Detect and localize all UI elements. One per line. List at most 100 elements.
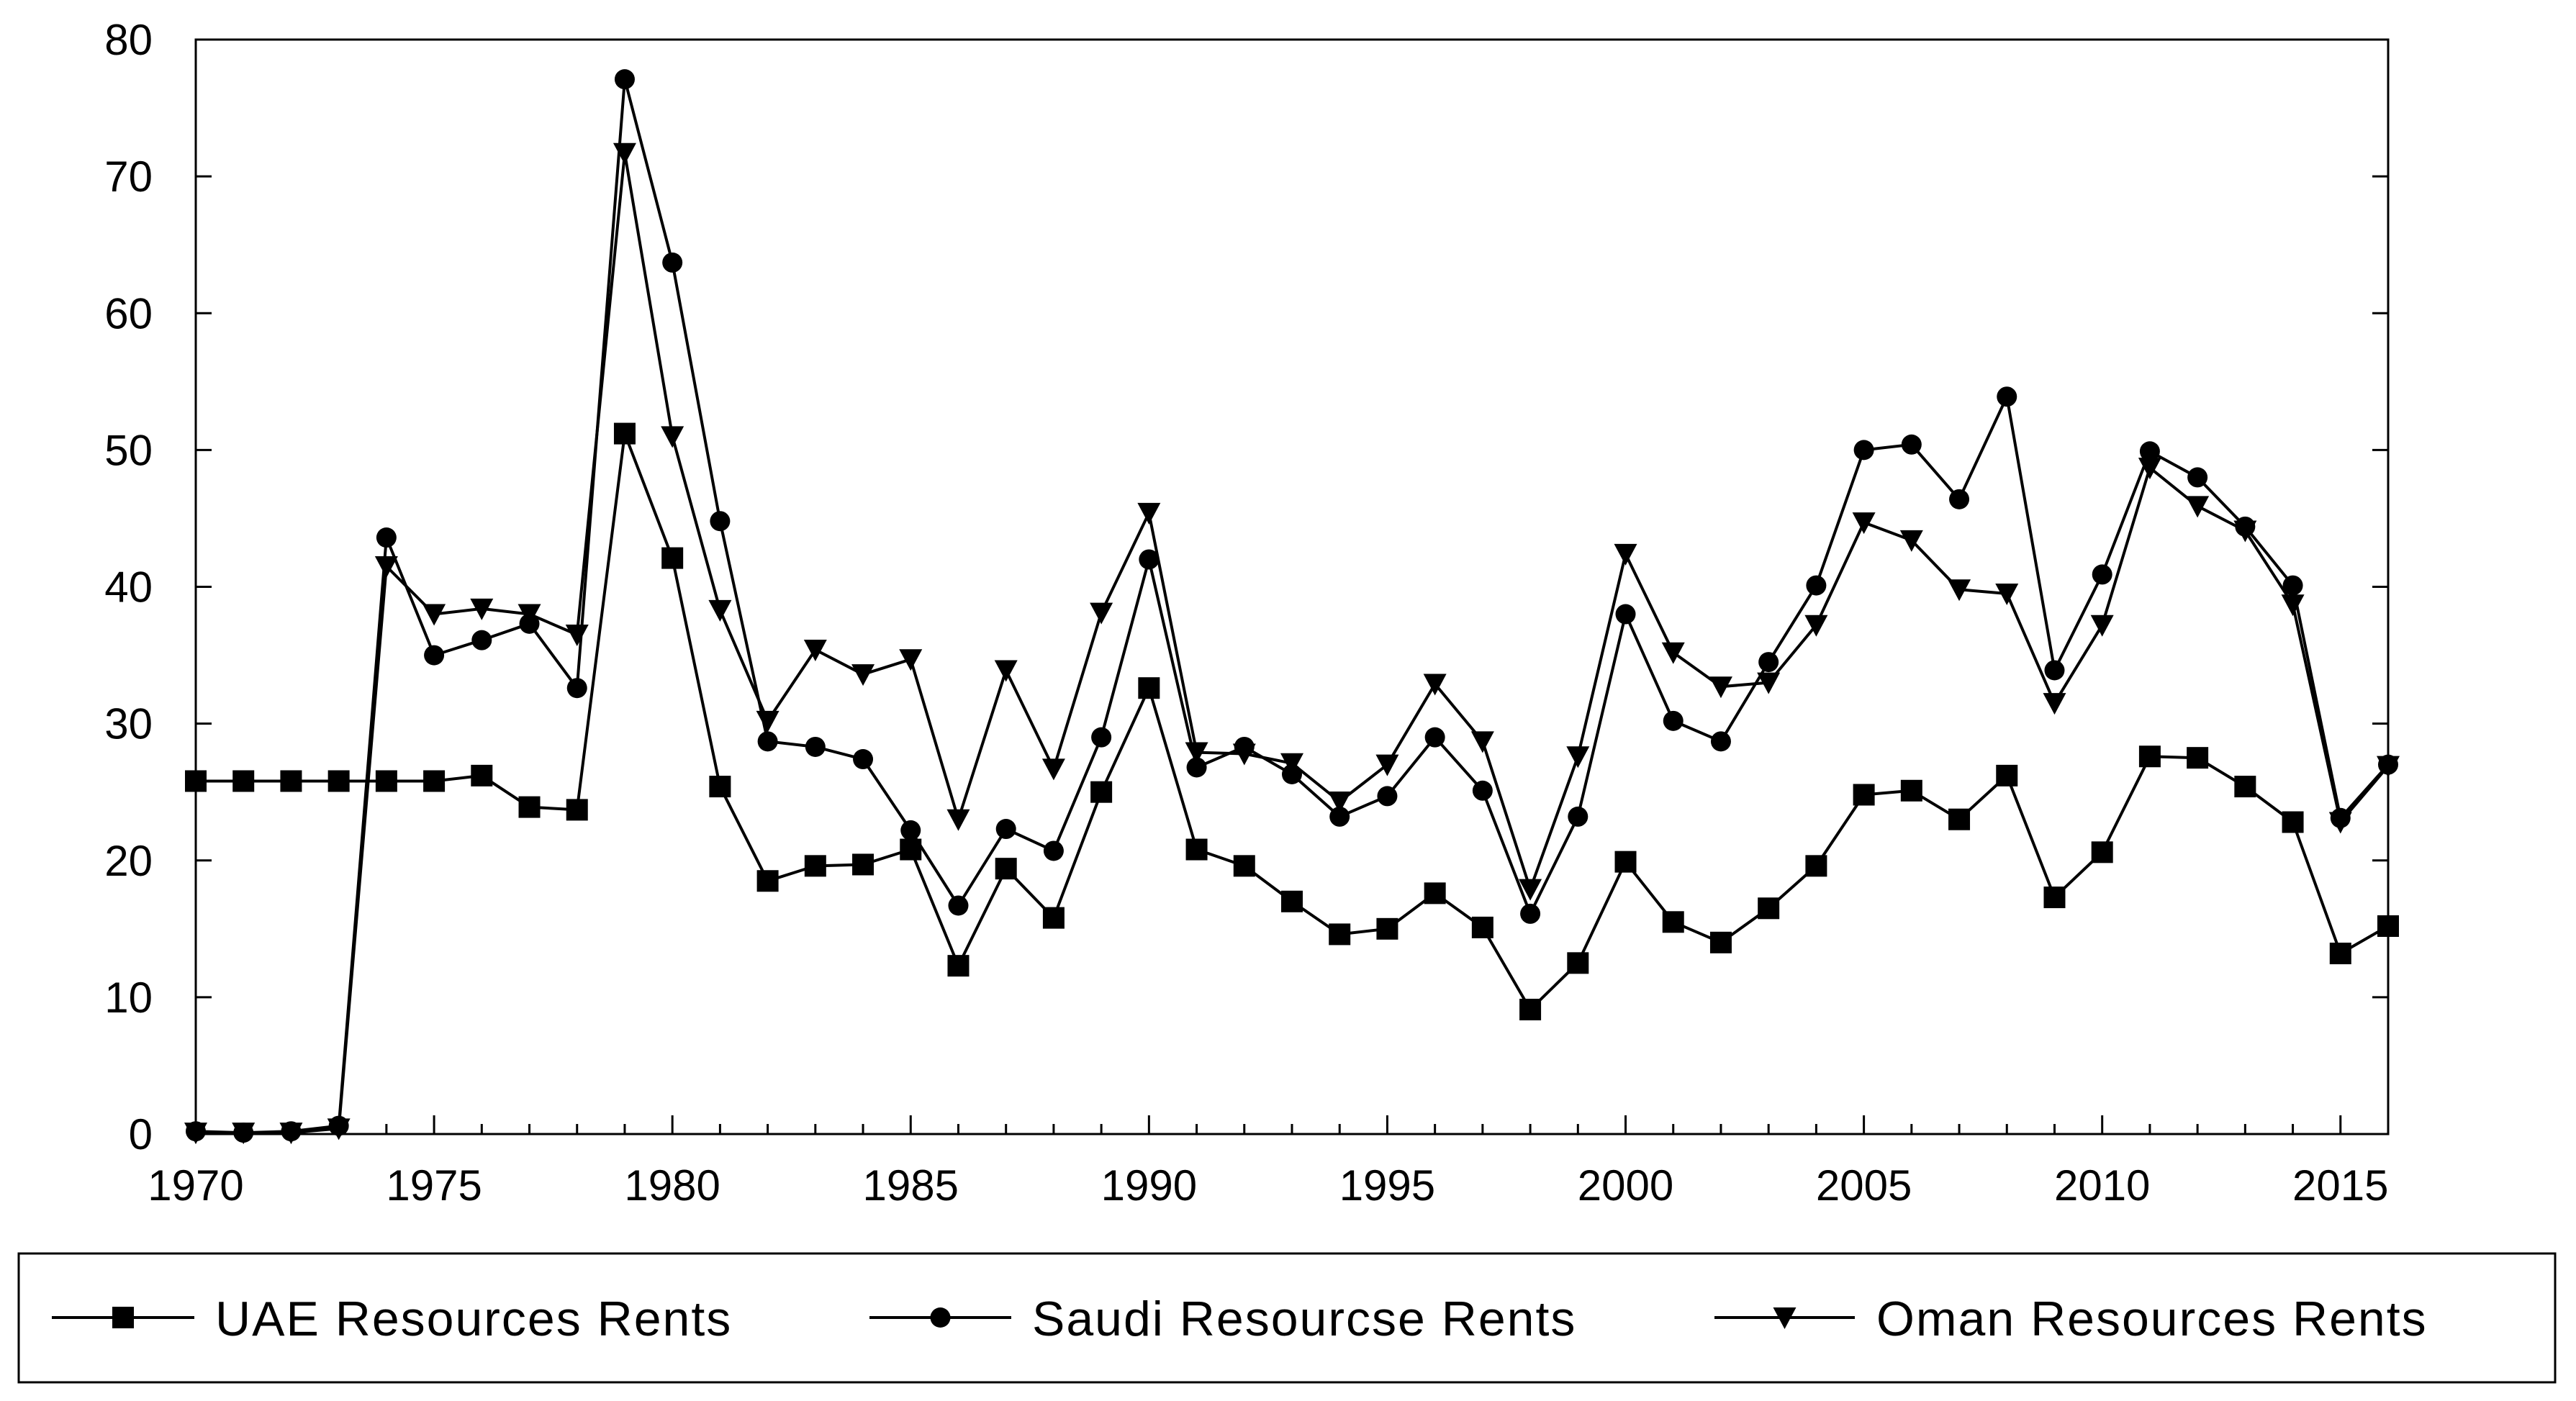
y-tick-label: 70 <box>104 153 153 201</box>
data-point <box>613 142 636 165</box>
data-point <box>2186 496 2210 518</box>
data-point <box>422 604 446 626</box>
legend-swatch-marker <box>930 1307 951 1328</box>
data-point <box>1137 502 1161 525</box>
data-point <box>1472 780 1493 801</box>
data-point <box>851 664 875 686</box>
data-point <box>375 770 397 792</box>
data-point <box>1232 743 1256 766</box>
data-point <box>1805 855 1827 877</box>
data-point <box>1280 753 1303 775</box>
data-point <box>1709 676 1732 699</box>
data-point <box>2092 564 2112 585</box>
data-point <box>2234 776 2256 798</box>
data-point <box>1806 575 1827 596</box>
data-point <box>185 770 207 792</box>
data-point <box>1566 746 1590 768</box>
data-point <box>2377 915 2399 938</box>
data-point <box>1233 855 1255 877</box>
data-point <box>1663 710 1684 731</box>
data-point <box>1901 434 1922 455</box>
data-point <box>1853 784 1875 806</box>
data-point <box>2187 467 2208 488</box>
data-point <box>1424 882 1446 904</box>
y-tick-label: 80 <box>104 16 153 64</box>
data-point <box>1615 604 1636 625</box>
data-point <box>2138 745 2161 768</box>
data-point <box>1757 672 1781 694</box>
data-point <box>803 639 827 661</box>
data-point <box>1423 674 1447 696</box>
data-point <box>1948 579 1971 602</box>
data-point <box>1375 754 1399 776</box>
x-tick-label: 1980 <box>624 1161 720 1210</box>
data-point <box>994 660 1018 682</box>
data-point <box>1470 731 1494 753</box>
data-point <box>2328 812 2352 834</box>
data-point <box>1614 851 1637 873</box>
data-point <box>1042 907 1065 929</box>
data-point <box>1996 764 2018 786</box>
data-point <box>756 710 779 733</box>
data-point <box>327 1118 351 1141</box>
data-point <box>232 770 255 792</box>
data-point <box>423 770 446 792</box>
data-point <box>1185 838 1208 861</box>
data-point <box>1138 677 1160 699</box>
legend-swatch-marker <box>112 1307 134 1328</box>
series-circle-group <box>186 69 2398 1143</box>
data-point <box>565 625 589 647</box>
series-triangle-down-group <box>184 142 2400 1145</box>
x-tick-label: 1990 <box>1101 1161 1197 1210</box>
data-point <box>471 764 493 786</box>
data-point <box>995 819 1016 840</box>
x-tick-label: 2015 <box>2292 1161 2388 1210</box>
data-point <box>756 870 779 892</box>
data-point <box>1852 512 1876 535</box>
series-square-group <box>185 422 2399 1020</box>
data-point <box>2044 660 2065 681</box>
data-point <box>1090 602 1113 625</box>
legend-label: UAE Resources Rents <box>215 1292 732 1346</box>
data-point <box>662 252 683 273</box>
y-tick-label: 10 <box>104 974 153 1022</box>
data-point <box>1377 786 1398 807</box>
data-point <box>947 955 970 977</box>
legend-box <box>17 1252 2557 1384</box>
data-point <box>1853 440 1874 461</box>
data-point <box>518 604 541 626</box>
y-tick-label: 40 <box>104 563 153 612</box>
data-point <box>852 853 875 876</box>
data-point <box>1471 916 1493 938</box>
data-point <box>1995 584 2019 606</box>
data-point <box>280 770 302 792</box>
data-point <box>1424 727 1445 748</box>
x-tick-label: 1985 <box>863 1161 959 1210</box>
data-point <box>900 820 921 840</box>
data-point <box>804 855 826 877</box>
y-tick-label: 50 <box>104 426 153 474</box>
data-point <box>1041 758 1065 781</box>
data-point <box>1186 757 1207 778</box>
data-point <box>1614 543 1637 566</box>
data-point <box>1376 917 1398 940</box>
data-point <box>946 809 970 831</box>
data-point <box>1091 727 1112 748</box>
data-point <box>948 895 969 916</box>
x-tick-label: 2005 <box>1816 1161 1912 1210</box>
x-tick-label: 2010 <box>2054 1161 2150 1210</box>
data-point <box>1519 879 1542 901</box>
data-point <box>661 547 684 569</box>
data-point <box>232 1123 256 1145</box>
data-point <box>708 599 732 622</box>
legend-label: Oman Resources Rents <box>1876 1292 2428 1346</box>
data-point <box>1949 489 1970 509</box>
data-point <box>709 776 731 798</box>
data-point <box>1520 903 1541 924</box>
data-point <box>1758 652 1779 673</box>
data-point <box>2187 747 2209 769</box>
data-point <box>661 426 684 448</box>
x-tick-label: 1975 <box>386 1161 482 1210</box>
y-tick-label: 30 <box>104 700 153 748</box>
data-point <box>1997 386 2017 407</box>
